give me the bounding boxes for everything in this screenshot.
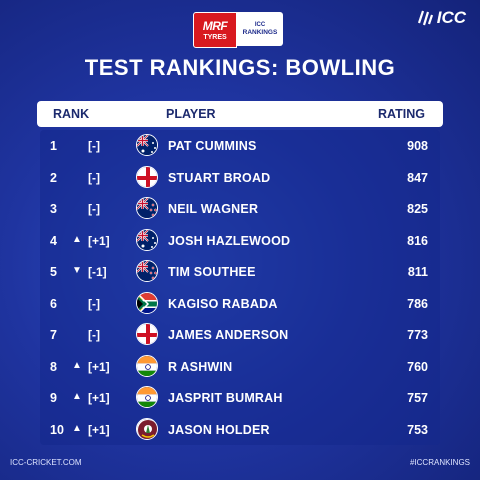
rating-value: 847 (407, 170, 428, 185)
south-africa-flag-icon (136, 291, 158, 314)
icc-logo-text: ICC (436, 8, 466, 27)
sponsor-logo: MRF TYRES ICC RANKINGS (193, 12, 283, 48)
australia-flag-icon (136, 228, 158, 251)
rank-value: 8 (50, 359, 57, 374)
new-zealand-flag-icon (136, 197, 158, 219)
table-header: RANK PLAYER RATING (37, 101, 443, 127)
table-row: 6 [-] KAGISO RABADA 786 (40, 288, 440, 320)
table-row: 2 [-] STUART BROAD 847 (40, 162, 440, 194)
rank-change: [+1] (88, 359, 110, 374)
rank-value: 6 (50, 296, 57, 311)
hashtag-footer: #ICCRANKINGS (409, 458, 470, 467)
rating-value: 786 (407, 296, 428, 311)
table-row: 7 [-] JAMES ANDERSON 773 (40, 319, 440, 351)
rank-header: RANK (53, 107, 90, 121)
rating-header: RATING (378, 107, 425, 121)
player-name: KAGISO RABADA (168, 296, 278, 311)
rating-value: 908 (407, 139, 428, 153)
rank-value: 7 (50, 328, 57, 342)
player-name: R ASHWIN (168, 359, 233, 374)
rank-change: [-] (88, 170, 100, 185)
england-flag-icon (136, 323, 158, 345)
player-name: JAMES ANDERSON (168, 328, 289, 342)
page-title: TEST RANKINGS: BOWLING (84, 55, 396, 80)
rank-value: 9 (50, 391, 57, 405)
rank-change: [-] (88, 328, 100, 342)
rank-change: [+1] (88, 233, 110, 248)
australia-flag-icon (136, 134, 158, 156)
up-arrow-icon: ▲ (72, 422, 82, 434)
mrf-text: MRF (202, 18, 228, 33)
rank-value: 1 (50, 139, 57, 153)
rankings-panel (40, 130, 440, 445)
rank-change: [-] (88, 202, 100, 216)
india-flag-icon (136, 354, 158, 377)
rating-value: 753 (407, 422, 428, 437)
rating-value: 825 (407, 202, 428, 216)
west-indies-flag-icon (136, 417, 158, 440)
table-row: 8 ▲ [+1] R ASHWIN 760 (40, 351, 440, 383)
table-row: 1 [-] PAT CUMMINS 908 (40, 130, 440, 162)
icc-logo: ICC (415, 8, 466, 28)
up-arrow-icon: ▲ (72, 359, 82, 371)
table-row: 10 ▲ [+1] JASON HOLDER 753 (40, 414, 440, 446)
table-row: 4 ▲ [+1] JOSH HAZLEWOOD 816 (40, 225, 440, 257)
england-flag-icon (136, 165, 158, 188)
rating-value: 760 (407, 359, 428, 374)
tyres-text: TYRES (203, 33, 227, 41)
player-name: STUART BROAD (168, 170, 271, 185)
rank-change: [+1] (88, 391, 110, 405)
rank-change: [-] (88, 296, 100, 311)
player-name: NEIL WAGNER (168, 202, 259, 216)
rating-value: 773 (407, 328, 428, 342)
icc-rank-line2: RANKINGS (242, 28, 278, 36)
up-arrow-icon: ▲ (72, 233, 82, 245)
icc-rank-line1: ICC (254, 22, 266, 29)
table-row: 9 ▲ [+1] JASPRIT BUMRAH 757 (40, 382, 440, 414)
up-arrow-icon: ▲ (72, 391, 82, 402)
icc-rankings-logo: ICC RANKINGS (237, 12, 283, 46)
rank-change: [+1] (88, 422, 110, 437)
india-flag-icon (136, 386, 158, 408)
rank-change: [-1] (88, 265, 107, 279)
player-header: PLAYER (166, 107, 216, 121)
rank-value: 10 (50, 422, 64, 437)
mrf-tyres-logo: MRF TYRES (193, 12, 237, 48)
table-row: 3 [-] NEIL WAGNER 825 (40, 193, 440, 225)
new-zealand-flag-icon (136, 260, 158, 282)
rating-value: 757 (407, 391, 428, 405)
rating-value: 816 (407, 233, 428, 248)
icc-emblem-icon (417, 10, 433, 26)
player-name: JASPRIT BUMRAH (168, 391, 283, 405)
player-name: JASON HOLDER (168, 422, 270, 437)
website-footer: ICC-CRICKET.COM (10, 458, 82, 467)
player-name: PAT CUMMINS (168, 139, 257, 153)
rank-value: 2 (50, 170, 57, 185)
rank-change: [-] (88, 139, 100, 153)
rank-value: 5 (50, 265, 57, 279)
player-name: JOSH HAZLEWOOD (168, 233, 291, 248)
rating-value: 811 (407, 265, 428, 279)
table-row: 5 ▼ [-1] TIM SOUTHEE 811 (40, 256, 440, 288)
rank-value: 3 (50, 202, 57, 216)
rank-value: 4 (50, 233, 57, 248)
player-name: TIM SOUTHEE (168, 265, 256, 279)
down-arrow-icon: ▼ (72, 265, 82, 276)
